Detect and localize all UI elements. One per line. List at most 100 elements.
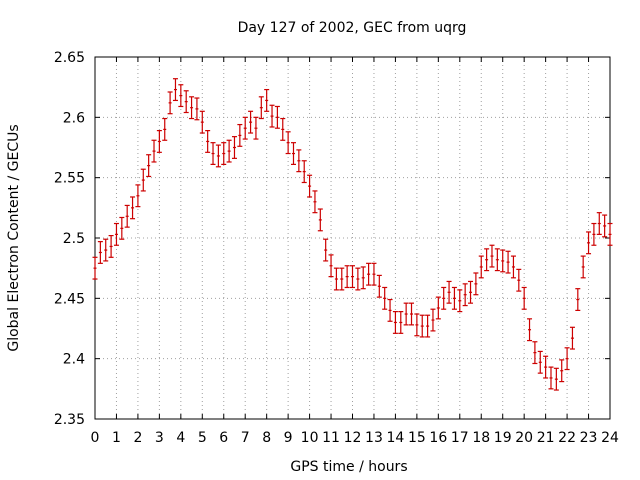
data-point <box>237 123 243 147</box>
data-point <box>376 274 382 298</box>
x-tick-label: 6 <box>219 430 228 446</box>
x-tick-label: 17 <box>451 430 469 446</box>
data-point <box>301 160 307 184</box>
data-point <box>312 190 318 214</box>
data-point <box>205 130 211 153</box>
data-point <box>484 248 490 272</box>
x-tick-label: 2 <box>133 430 142 446</box>
data-point <box>553 367 559 391</box>
data-point <box>548 366 554 390</box>
data-point <box>510 255 516 279</box>
data-point <box>296 149 302 173</box>
data-point <box>199 110 205 134</box>
data-point <box>339 267 345 291</box>
y-tick-label: 2.65 <box>54 50 85 66</box>
data-point <box>258 96 264 120</box>
data-point <box>543 355 549 379</box>
data-point <box>607 222 613 246</box>
x-tick-label: 1 <box>112 430 121 446</box>
data-point <box>505 250 511 274</box>
x-tick-label: 16 <box>429 430 447 446</box>
data-point <box>113 222 119 246</box>
data-point <box>564 347 570 371</box>
data-point <box>253 116 259 140</box>
x-tick-label: 15 <box>408 430 426 446</box>
data-point <box>285 131 291 155</box>
data-point <box>264 88 270 112</box>
data-point <box>119 216 125 240</box>
y-tick-label: 2.4 <box>63 352 85 368</box>
data-point <box>221 142 227 165</box>
axis-ticks: 0 1 2 3 4 5 6 7 8 9 10 11 12 13 14 15 16 17 18 19 20 21 22 23 24… <box>54 50 619 446</box>
data-point <box>317 208 323 232</box>
data-point <box>521 286 527 310</box>
x-tick-label: 18 <box>472 430 490 446</box>
x-tick-label: 3 <box>155 430 164 446</box>
data-point <box>242 116 248 140</box>
data-point <box>350 265 355 289</box>
data-point <box>516 268 522 292</box>
data-point <box>215 144 221 168</box>
data-point <box>360 266 366 290</box>
chart-title: Day 127 of 2002, GEC from uqrg <box>238 20 467 36</box>
data-point <box>414 313 420 337</box>
y-tick-label: 2.6 <box>63 110 85 126</box>
data-point <box>140 168 146 192</box>
data-point <box>457 289 463 313</box>
data-point <box>575 288 581 311</box>
y-tick-label: 2.45 <box>54 291 85 307</box>
data-point <box>333 267 339 291</box>
data-point <box>210 142 216 165</box>
data-point <box>371 262 377 286</box>
data-point <box>167 91 173 115</box>
data-point <box>130 196 136 220</box>
x-tick-label: 13 <box>365 430 383 446</box>
data-point <box>468 280 474 304</box>
data-point <box>194 97 200 121</box>
data-point <box>124 204 130 228</box>
data-point <box>532 341 538 365</box>
data-point <box>103 238 109 262</box>
x-tick-label: 0 <box>91 430 100 446</box>
data-point <box>328 254 334 278</box>
data-point <box>489 244 495 268</box>
data-point <box>146 154 152 178</box>
data-point <box>602 214 608 238</box>
data-point <box>435 296 441 320</box>
data-point <box>274 105 280 129</box>
data-point <box>537 350 543 374</box>
data-point <box>135 184 141 208</box>
data-point <box>591 222 597 246</box>
y-tick-label: 2.5 <box>63 231 85 247</box>
data-point <box>494 248 500 272</box>
data-point <box>178 84 184 108</box>
data-point <box>569 326 575 350</box>
x-tick-label: 24 <box>601 430 619 446</box>
data-point <box>430 308 436 332</box>
x-tick-label: 5 <box>198 430 207 446</box>
x-tick-label: 12 <box>344 430 362 446</box>
data-point <box>398 311 404 334</box>
x-tick-label: 23 <box>580 430 598 446</box>
y-tick-label: 2.35 <box>54 412 85 428</box>
data-point <box>409 302 415 326</box>
data-point <box>172 78 178 102</box>
data-point <box>425 314 431 338</box>
data-point <box>441 286 447 310</box>
x-tick-label: 11 <box>322 430 340 446</box>
data-point <box>269 104 275 128</box>
data-series <box>92 78 613 391</box>
x-tick-label: 14 <box>387 430 405 446</box>
data-point <box>108 234 114 258</box>
data-point <box>451 286 457 310</box>
data-point <box>478 255 484 279</box>
data-point <box>596 212 602 235</box>
data-point <box>226 139 232 163</box>
data-point <box>189 96 195 120</box>
data-point <box>586 231 592 255</box>
data-point <box>446 280 452 304</box>
x-tick-label: 8 <box>262 430 271 446</box>
data-point <box>580 255 586 279</box>
